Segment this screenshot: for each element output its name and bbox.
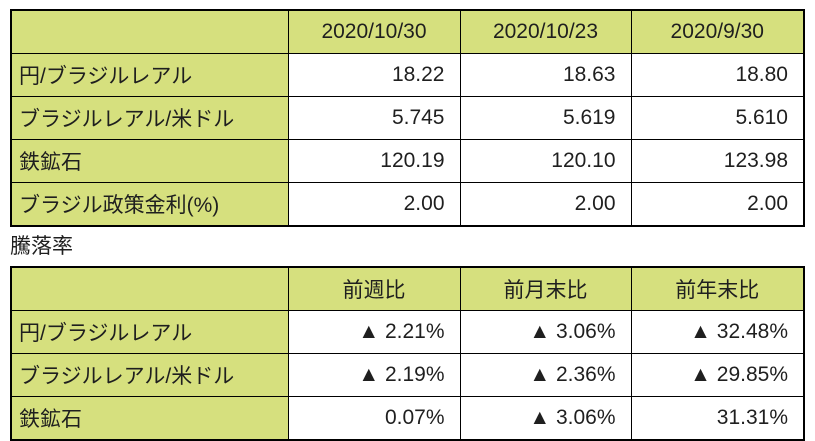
row-label-cell: 鉄鉱石	[10, 396, 289, 441]
period-header-cell: 前月末比	[459, 266, 632, 311]
change-rate-table: 前週比 前月末比 前年末比 円/ブラジルレアル ▲ 2.21% ▲ 3.06% …	[10, 266, 805, 441]
value-cell: ▲ 3.06%	[459, 396, 632, 441]
row-label-cell: ブラジルレアル/米ドル	[10, 353, 289, 397]
value-cell: 5.610	[630, 96, 805, 140]
value-cell: 2.00	[630, 182, 805, 227]
value-cell: 5.619	[459, 96, 632, 140]
value-cell: 2.00	[459, 182, 632, 227]
row-label-cell: ブラジルレアル/米ドル	[10, 96, 289, 140]
value-cell: ▲ 2.21%	[287, 310, 461, 354]
table-row: 円/ブラジルレアル ▲ 2.21% ▲ 3.06% ▲ 32.48%	[10, 310, 805, 354]
value-cell: 120.10	[459, 139, 632, 183]
date-header-cell: 2020/9/30	[630, 9, 805, 54]
period-header-cell: 前年末比	[630, 266, 805, 311]
value-cell: 5.745	[287, 96, 461, 140]
value-cell: 18.63	[459, 53, 632, 97]
value-cell: ▲ 32.48%	[630, 310, 805, 354]
table-header-row: 2020/10/30 2020/10/23 2020/9/30	[10, 9, 805, 54]
table-row: 円/ブラジルレアル 18.22 18.63 18.80	[10, 53, 805, 97]
value-cell: 0.07%	[287, 396, 461, 441]
corner-cell	[10, 266, 289, 311]
value-cell: 120.19	[287, 139, 461, 183]
date-header-cell: 2020/10/30	[287, 9, 461, 54]
price-levels-table: 2020/10/30 2020/10/23 2020/9/30 円/ブラジルレア…	[10, 9, 805, 227]
date-header-cell: 2020/10/23	[459, 9, 632, 54]
value-cell: ▲ 2.36%	[459, 353, 632, 397]
table-row: ブラジルレアル/米ドル 5.745 5.619 5.610	[10, 96, 805, 140]
value-cell: 2.00	[287, 182, 461, 227]
value-cell: 123.98	[630, 139, 805, 183]
value-cell: 18.22	[287, 53, 461, 97]
row-label-cell: 円/ブラジルレアル	[10, 310, 289, 354]
corner-cell	[10, 9, 289, 54]
table-row: ブラジル政策金利(%) 2.00 2.00 2.00	[10, 182, 805, 227]
value-cell: 31.31%	[630, 396, 805, 441]
table-row: 鉄鉱石 120.19 120.10 123.98	[10, 139, 805, 183]
value-cell: 18.80	[630, 53, 805, 97]
period-header-cell: 前週比	[287, 266, 461, 311]
value-cell: ▲ 2.19%	[287, 353, 461, 397]
value-cell: ▲ 29.85%	[630, 353, 805, 397]
table-row: 鉄鉱石 0.07% ▲ 3.06% 31.31%	[10, 396, 805, 441]
table-row: ブラジルレアル/米ドル ▲ 2.19% ▲ 2.36% ▲ 29.85%	[10, 353, 805, 397]
row-label-cell: 円/ブラジルレアル	[10, 53, 289, 97]
value-cell: ▲ 3.06%	[459, 310, 632, 354]
section-title: 騰落率	[10, 235, 73, 258]
row-label-cell: ブラジル政策金利(%)	[10, 182, 289, 227]
row-label-cell: 鉄鉱石	[10, 139, 289, 183]
table-header-row: 前週比 前月末比 前年末比	[10, 266, 805, 311]
